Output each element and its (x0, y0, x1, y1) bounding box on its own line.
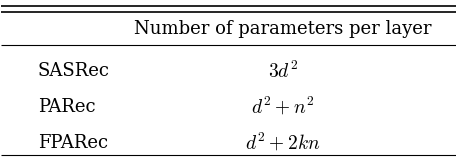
Text: SASRec: SASRec (38, 62, 110, 80)
Text: $d^2 + 2kn$: $d^2 + 2kn$ (245, 132, 321, 154)
Text: PARec: PARec (38, 98, 95, 116)
Text: $3d^2$: $3d^2$ (268, 61, 298, 82)
Text: $d^2 + n^2$: $d^2 + n^2$ (251, 96, 315, 118)
Text: Number of parameters per layer: Number of parameters per layer (134, 20, 432, 38)
Text: FPARec: FPARec (38, 134, 108, 152)
